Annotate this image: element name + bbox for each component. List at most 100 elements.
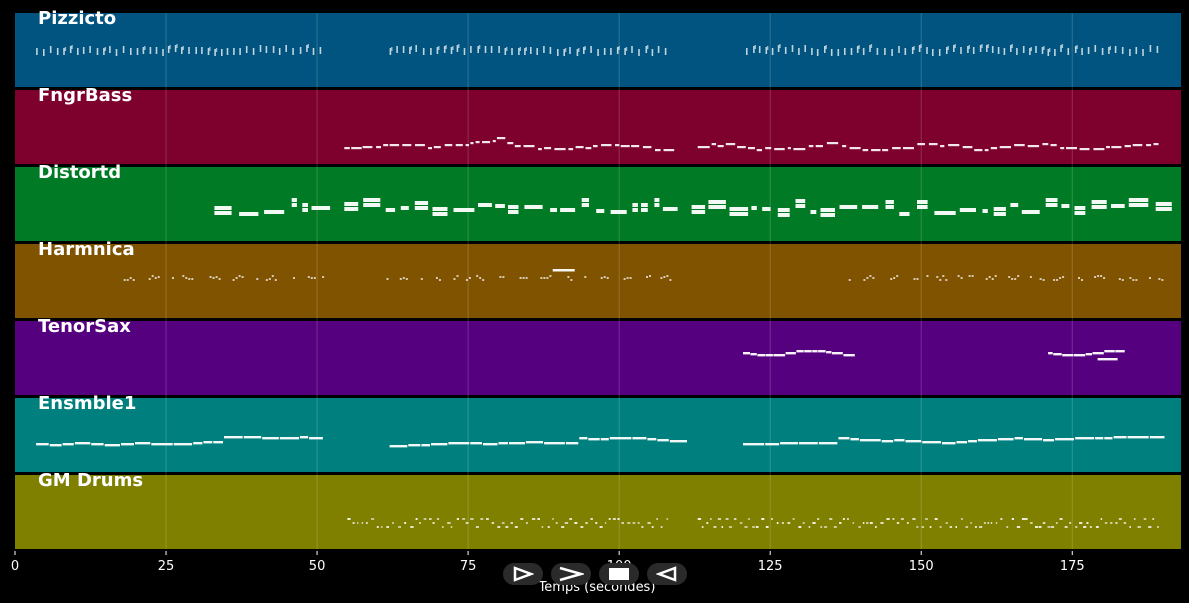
note [436,47,439,54]
note [252,48,255,55]
note [64,47,67,51]
stop-button[interactable] [599,563,639,585]
note [56,48,59,55]
note [771,48,774,55]
note [268,278,271,280]
note [49,444,62,447]
note [990,147,998,150]
note [1094,276,1097,278]
note [818,442,838,445]
note [934,518,938,520]
note [238,275,241,277]
note [777,208,790,212]
note [385,208,396,212]
note [655,149,661,152]
note [484,46,487,53]
note [870,44,873,48]
note [188,278,191,280]
track-lane-distortd[interactable] [15,167,1181,241]
note [647,45,649,49]
note [491,522,495,524]
note [616,47,619,54]
note [77,48,79,55]
note [456,275,459,277]
track-lane-fngrbass[interactable] [15,90,1181,164]
note [538,148,542,151]
note [49,46,52,53]
note [1095,526,1099,528]
note [169,45,171,49]
time-tick-label: 75 [460,559,477,574]
note [1048,352,1053,355]
time-tick-label: 25 [158,559,175,574]
note [959,208,976,212]
note [1045,203,1058,207]
fast-forward-button[interactable] [551,563,591,585]
note [579,437,588,440]
note [1041,47,1044,54]
note [453,278,456,280]
note [793,148,806,151]
note [567,276,570,278]
note [429,518,432,520]
note [157,276,160,278]
note [1132,279,1135,281]
note [167,46,170,53]
note [649,275,651,277]
note [376,526,379,528]
note [957,275,960,277]
note [820,526,823,528]
note [928,143,938,146]
note [507,142,514,145]
note [990,522,993,524]
track-lane-tenorsax[interactable] [15,321,1181,395]
note [546,277,549,279]
note [609,437,632,440]
note [400,206,409,210]
note [615,144,620,147]
note [195,47,197,54]
note [773,354,786,357]
note [953,45,955,52]
note [438,46,440,50]
track-notes [36,44,1159,56]
note [960,47,962,54]
note [357,522,359,524]
note [547,526,550,528]
note [215,48,218,52]
note [1114,46,1117,53]
note [631,46,633,53]
note [482,279,485,281]
track-lane-gm-drums[interactable] [15,475,1181,549]
note [536,48,538,55]
note [218,278,221,280]
note [859,439,881,442]
note [891,49,893,56]
note [431,443,448,446]
note [728,526,733,528]
note [36,443,49,446]
note [765,147,772,150]
note [802,522,805,524]
note [243,436,262,439]
note [762,207,771,211]
note [632,203,638,207]
note [69,46,72,53]
note [866,522,869,524]
track-lane-ensmble1[interactable] [15,398,1181,472]
note [89,46,91,53]
note [939,526,942,528]
note [380,526,383,528]
track-lane-harmnica[interactable] [15,244,1181,318]
note [1129,526,1131,528]
note [1091,200,1107,204]
note [1135,47,1138,54]
track-title: Ensmble1 [38,393,136,414]
play-button[interactable] [503,563,543,585]
note [647,438,657,441]
note [552,518,554,520]
track-notes [344,137,1159,152]
rewind-button[interactable] [647,563,687,585]
note [1137,526,1141,528]
